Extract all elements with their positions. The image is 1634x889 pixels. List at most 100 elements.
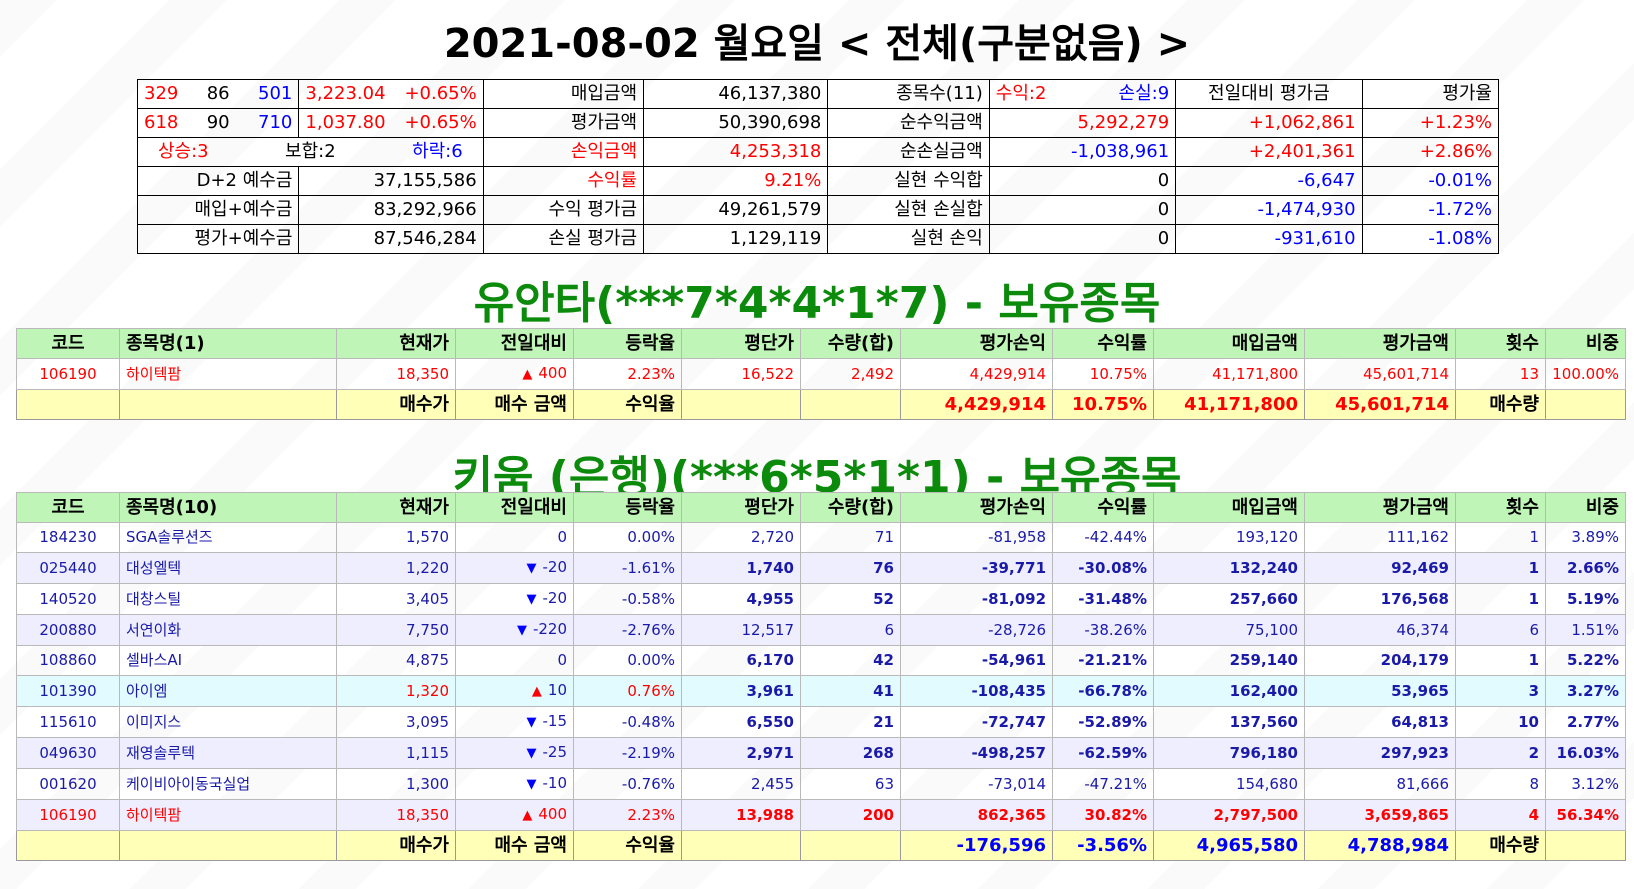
column-header[interactable]: 수익률 <box>1052 328 1154 359</box>
table-row[interactable]: 115610 이미지스 3,095 ▼ -15 -0.48% 6,550 21 -72,747-… <box>16 706 1626 738</box>
cell-wt: 56.34% <box>1545 799 1626 831</box>
summary-value: 50,390,698 <box>643 108 829 138</box>
cell-cnt: 8 <box>1455 768 1546 800</box>
cell-avg: 1,740 <box>681 552 801 584</box>
down-arrow-icon: ▼ <box>526 777 537 792</box>
cell-wt: 3.89% <box>1545 522 1626 553</box>
column-header[interactable]: 종목명(10) <box>119 492 337 523</box>
cell-chg: ▲ 400 <box>455 799 574 831</box>
cell-empty <box>681 389 801 420</box>
column-header[interactable]: 평단가 <box>681 492 801 523</box>
column-header[interactable]: 매입금액 <box>1153 492 1305 523</box>
summary-value: -6,647 <box>1175 166 1363 196</box>
cell-eval: 111,162 <box>1304 522 1456 553</box>
column-header[interactable]: 종목명(1) <box>119 328 337 359</box>
cell-price: 18,350 <box>336 358 456 390</box>
cell-rate: -1.61% <box>573 552 682 584</box>
up-arrow-icon: ▲ <box>531 684 542 699</box>
table-total-row: 매수가 매수 금액 수익율 -176,596 -3.56% 4,965,580 … <box>16 830 1626 861</box>
summary-row: 329 86 501 3,223.04 +0.65% 매입금액 46,137,380 … <box>136 79 1500 109</box>
summary-row: 매입+예수금 83,292,966 수익 평가금 49,261,579 실현 손… <box>136 195 1500 225</box>
summary-value: 83,292,966 <box>298 195 484 225</box>
summary-label: 수익률 <box>482 166 645 196</box>
cell-ret: -62.59% <box>1052 737 1154 769</box>
table-row[interactable]: 001620 케이비아이동국실업 1,300 ▼ -10 -0.76% 2,455 63 -73… <box>16 768 1626 800</box>
summary-value: -931,610 <box>1175 224 1363 254</box>
column-header[interactable]: 코드 <box>16 328 120 359</box>
column-header[interactable]: 평단가 <box>681 328 801 359</box>
table-row[interactable]: 101390 아이엠 1,320 ▲ 10 0.76% 3,961 41 -108,435 -66… <box>16 675 1626 707</box>
table-row[interactable]: 200880 서연이화 7,750 ▼ -220 -2.76% 12,517 6 -28,726… <box>16 614 1626 646</box>
cell-name: 서연이화 <box>119 614 337 646</box>
total-pl: -176,596 <box>900 830 1053 861</box>
summary-label: 순손실금액 <box>827 137 990 167</box>
cell-chg: ▼ -15 <box>455 706 574 738</box>
cell-buy: 41,171,800 <box>1153 358 1305 390</box>
column-header[interactable]: 등락율 <box>573 492 682 523</box>
cell-code: 025440 <box>16 552 120 584</box>
column-header[interactable]: 매입금액 <box>1153 328 1305 359</box>
column-header[interactable]: 횟수 <box>1455 492 1546 523</box>
column-header[interactable]: 평가손익 <box>900 328 1053 359</box>
table-row[interactable]: 140520 대창스틸 3,405 ▼ -20 -0.58% 4,955 52 -81,092-… <box>16 583 1626 615</box>
column-header[interactable]: 수익률 <box>1052 492 1154 523</box>
cell-cnt: 2 <box>1455 737 1546 769</box>
cell-code: 101390 <box>16 675 120 707</box>
summary-value: -1,038,961 <box>988 137 1177 167</box>
table-row[interactable]: 108860 셀바스AI 4,875 0 0.00% 6,170 42 -54,961 -21.… <box>16 645 1626 676</box>
cell-eval: 92,469 <box>1304 552 1456 584</box>
cell-price: 3,095 <box>336 706 456 738</box>
summary-value: 49,261,579 <box>643 195 829 225</box>
total-label: 매수량 <box>1455 389 1546 420</box>
column-header[interactable]: 비중 <box>1545 492 1626 523</box>
column-header[interactable]: 코드 <box>16 492 120 523</box>
summary-value: 1,129,119 <box>643 224 829 254</box>
table-row[interactable]: 025440 대성엘텍 1,220 ▼ -20 -1.61% 1,740 76 -39,771-… <box>16 552 1626 584</box>
cell-wt: 5.22% <box>1545 645 1626 676</box>
cell-cnt: 3 <box>1455 675 1546 707</box>
summary-value: -1.72% <box>1361 195 1500 225</box>
cell-pl: -28,726 <box>900 614 1053 646</box>
column-header[interactable]: 평가손익 <box>900 492 1053 523</box>
cell-empty <box>1545 830 1626 861</box>
summary-value: +1.23% <box>1361 108 1500 138</box>
column-header[interactable]: 수량(합) <box>800 328 901 359</box>
column-header[interactable]: 전일대비 <box>455 328 574 359</box>
cell-wt: 100.00% <box>1545 358 1626 390</box>
summary-row: D+2 예수금 37,155,586 수익률 9.21% 실현 수익합 0 -6… <box>136 166 1500 196</box>
summary-value: 4,253,318 <box>643 137 829 167</box>
column-header[interactable]: 전일대비 <box>455 492 574 523</box>
column-header[interactable]: 현재가 <box>336 492 456 523</box>
column-header[interactable]: 평가금액 <box>1304 492 1456 523</box>
cell-price: 1,320 <box>336 675 456 707</box>
cell-empty <box>16 830 120 861</box>
summary-value: -1.08% <box>1361 224 1500 254</box>
table-row[interactable]: 106190 하이텍팜 18,350 ▲ 400 2.23% 13,988 200 862,36… <box>16 799 1626 831</box>
table-row[interactable]: 184230 SGA솔루션즈 1,570 0 0.00% 2,720 71 -81,958 -4… <box>16 522 1626 553</box>
total-eval: 4,788,984 <box>1304 830 1456 861</box>
cell-rate: 2.23% <box>573 799 682 831</box>
account1-holdings-table: 코드 종목명(1) 현재가 전일대비 등락율 평단가 수량(합) 평가손익 수익률 매입금액 평가금… <box>16 328 1626 420</box>
cell-rate: 0.00% <box>573 645 682 676</box>
page-title: 2021-08-02 월요일 < 전체(구분없음) > <box>443 21 1191 67</box>
cell-buy: 193,120 <box>1153 522 1305 553</box>
column-header[interactable]: 횟수 <box>1455 328 1546 359</box>
cell-chg: ▼ -10 <box>455 768 574 800</box>
cell-buy: 75,100 <box>1153 614 1305 646</box>
column-header[interactable]: 비중 <box>1545 328 1626 359</box>
cell-buy: 257,660 <box>1153 583 1305 615</box>
total-buy: 4,965,580 <box>1153 830 1305 861</box>
summary-label: 매입+예수금 <box>136 195 300 225</box>
cell-eval: 204,179 <box>1304 645 1456 676</box>
column-header[interactable]: 평가금액 <box>1304 328 1456 359</box>
cell-rate: -2.76% <box>573 614 682 646</box>
cell-qty: 63 <box>800 768 901 800</box>
table-row[interactable]: 049630 재영솔루텍 1,115 ▼ -25 -2.19% 2,971 268 -498,2… <box>16 737 1626 769</box>
cell-code: 184230 <box>16 522 120 553</box>
column-header[interactable]: 현재가 <box>336 328 456 359</box>
cell-code: 200880 <box>16 614 120 646</box>
summary-value: -1,474,930 <box>1175 195 1363 225</box>
column-header[interactable]: 수량(합) <box>800 492 901 523</box>
column-header[interactable]: 등락율 <box>573 328 682 359</box>
table-row[interactable]: 106190 하이텍팜 18,350 ▲ 400 2.23% 16,522 2,492 4,42… <box>16 358 1626 390</box>
